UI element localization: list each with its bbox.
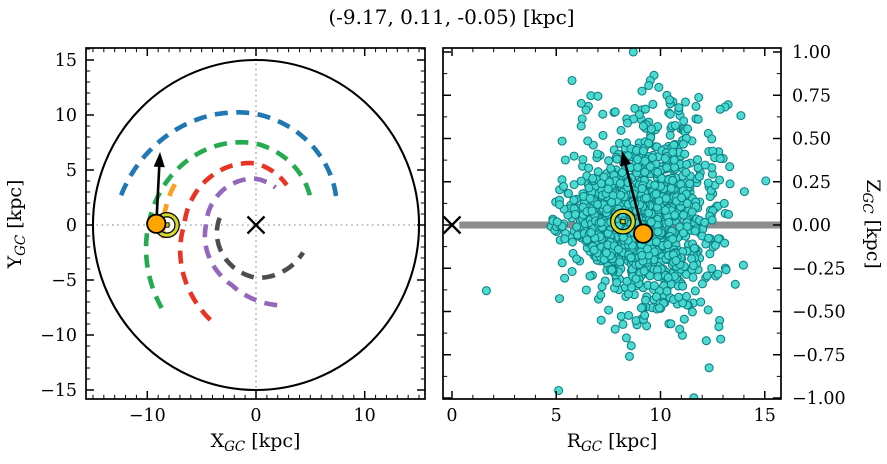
xy-panel	[86, 48, 425, 399]
spiral-arm-gray	[214, 217, 306, 281]
star-position-marker	[146, 213, 167, 234]
galactic-center-marker	[246, 215, 266, 235]
tick-label: 0.25	[792, 173, 831, 193]
tick-label: −15	[40, 381, 77, 401]
spiral-arm-red	[177, 160, 289, 322]
star-position-marker	[633, 223, 654, 244]
axis-label: YGC [kpc]	[4, 180, 29, 270]
spiral-arm-purple	[202, 176, 278, 308]
spiral-arm-green	[143, 139, 313, 310]
velocity-arrow	[620, 150, 645, 234]
star-scatter-cloud	[481, 48, 771, 399]
tick-label: 15	[754, 406, 776, 426]
axis-label: XGC [kpc]	[211, 430, 301, 455]
tick-label: 10	[354, 406, 376, 426]
galactic-center-marker	[443, 215, 462, 235]
tick-label: 1.00	[792, 43, 831, 63]
tick-label: −0.25	[792, 259, 846, 279]
tick-label: −1.00	[792, 389, 846, 409]
tick-label: 10	[55, 106, 77, 126]
tick-label: 5	[66, 161, 77, 181]
tick-label: 0	[250, 406, 261, 426]
tick-label: −10	[129, 406, 166, 426]
axis-label: ZGC [kpc]	[859, 179, 884, 269]
tick-label: −0.50	[792, 303, 846, 323]
tick-label: −10	[40, 326, 77, 346]
tick-label: −0.75	[792, 346, 846, 366]
tick-label: 0.00	[792, 216, 831, 236]
spiral-arm-blue	[118, 109, 339, 200]
tick-label: 0.75	[792, 86, 831, 106]
rz-panel	[443, 48, 781, 399]
tick-label: 10	[649, 406, 671, 426]
tick-label: 5	[551, 406, 562, 426]
tick-label: 0	[66, 216, 77, 236]
tick-label: 15	[55, 51, 77, 71]
sun-symbol	[609, 208, 636, 235]
tick-label: 0.50	[792, 130, 831, 150]
right-panel-axes: 0 5 10 15 1.00 0.75 0.50 0.25 0.00 −0.25 −0.50 −0.7…	[442, 43, 884, 455]
tick-label: 0	[446, 406, 457, 426]
figure-title: (-9.17, 0.11, -0.05) [kpc]	[328, 5, 575, 29]
velocity-arrow	[153, 151, 165, 224]
left-panel-axes: −10 0 10 15 10 5 0 −5 −10 −15 XGC [kpc] YGC [kpc]	[4, 47, 426, 455]
tick-label: −5	[51, 271, 77, 291]
axis-label: RGC [kpc]	[567, 430, 658, 455]
